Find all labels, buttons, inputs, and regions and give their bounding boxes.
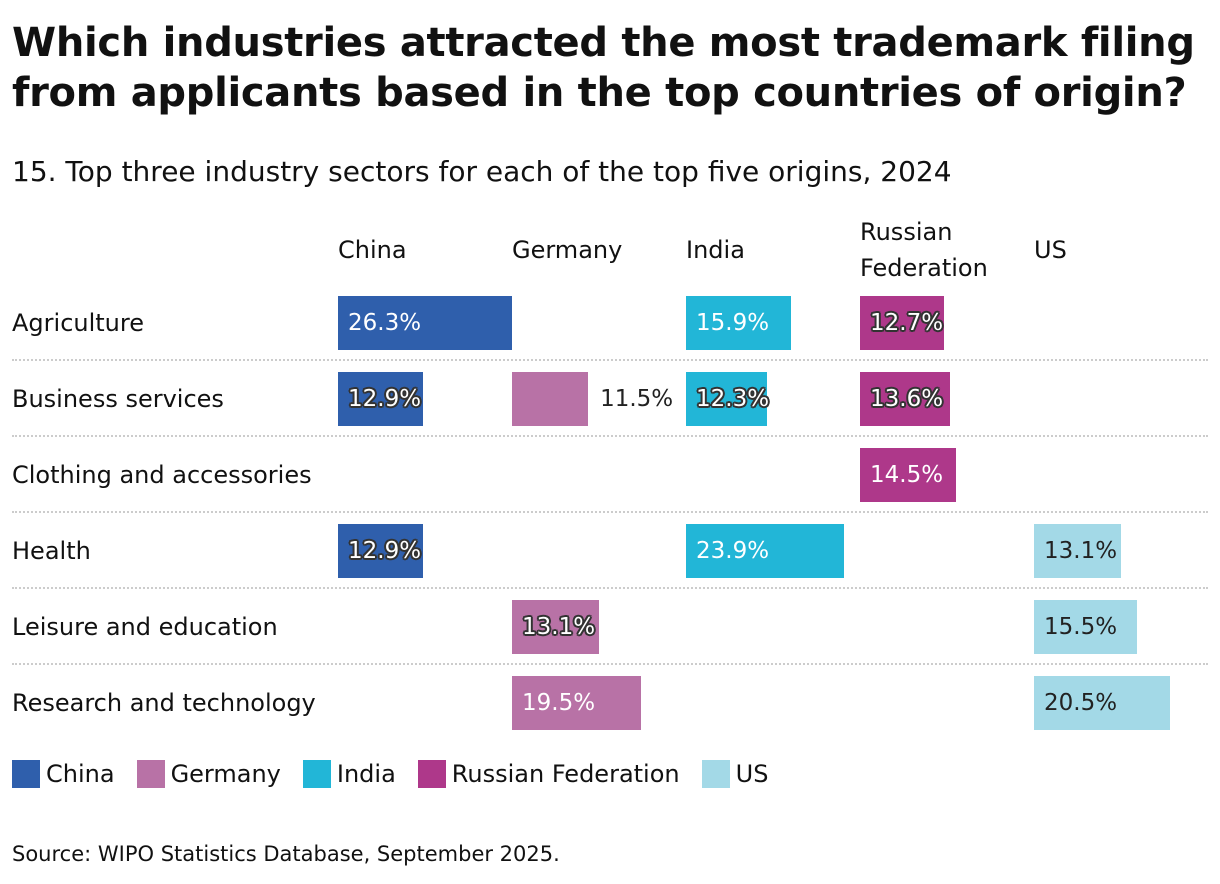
bar [1034,524,1121,578]
data-label: 13.6% [870,386,944,412]
data-label: 13.1% [1044,538,1118,564]
legend-label: Russian Federation [451,760,680,788]
legend-item: India [302,760,396,788]
row-separator [12,435,1208,437]
bar [512,600,599,654]
bar [686,524,845,578]
data-label: 14.5% [870,462,944,488]
legend-item: US [701,760,769,788]
source-note: Source: WIPO Statistics Database, Septem… [12,842,560,866]
column-header: US [1034,236,1067,264]
legend-item: China [12,760,115,788]
column-header: Germany [512,236,623,264]
legend: China Germany India Russian Federation US [12,760,790,788]
bar [860,448,956,502]
row-label: Research and technology [12,689,316,717]
bar [338,372,424,426]
data-label: 11.5% [600,386,674,412]
legend-swatch [12,760,40,788]
data-label: 12.3% [696,386,770,412]
column-header: Russian Federation [860,218,988,282]
legend-label: China [46,760,115,788]
data-label: 15.5% [1044,614,1118,640]
row-label: Business services [12,385,224,413]
row-separator [12,511,1208,513]
data-label: 23.9% [696,538,770,564]
bar [860,296,945,350]
bar [1034,600,1137,654]
legend-swatch [701,760,730,788]
data-label: 12.9% [348,538,422,564]
chart-subtitle: 15. Top three industry sectors for each … [12,155,952,188]
data-label: 12.7% [870,310,944,336]
legend-label: US [735,760,769,788]
data-label: 19.5% [522,690,596,716]
bar [338,524,424,578]
data-label: 12.9% [348,386,422,412]
data-label: 15.9% [696,310,770,336]
data-label: 13.1% [522,614,596,640]
legend-swatch [417,760,446,788]
row-label: Leisure and education [12,613,278,641]
column-header: China [338,236,407,264]
legend-swatch [302,760,331,788]
data-label: 20.5% [1044,690,1118,716]
bar [860,372,950,426]
bar [512,372,589,426]
row-label: Health [12,537,91,565]
row-separator [12,359,1208,361]
row-separator [12,663,1208,665]
bar [338,296,512,350]
legend-label: India [336,760,396,788]
bar [1034,676,1170,730]
legend-label: Germany [170,760,281,788]
bar [686,372,768,426]
column-header: India [686,236,745,264]
chart-title: Which industries attracted the most trad… [12,20,1195,116]
bar [686,296,792,350]
legend-item: Russian Federation [417,760,680,788]
row-label: Clothing and accessories [12,461,312,489]
data-label: 26.3% [348,310,422,336]
row-separator [12,587,1208,589]
bar [512,676,641,730]
legend-item: Germany [136,760,281,788]
legend-swatch [136,760,165,788]
row-label: Agriculture [12,309,144,337]
